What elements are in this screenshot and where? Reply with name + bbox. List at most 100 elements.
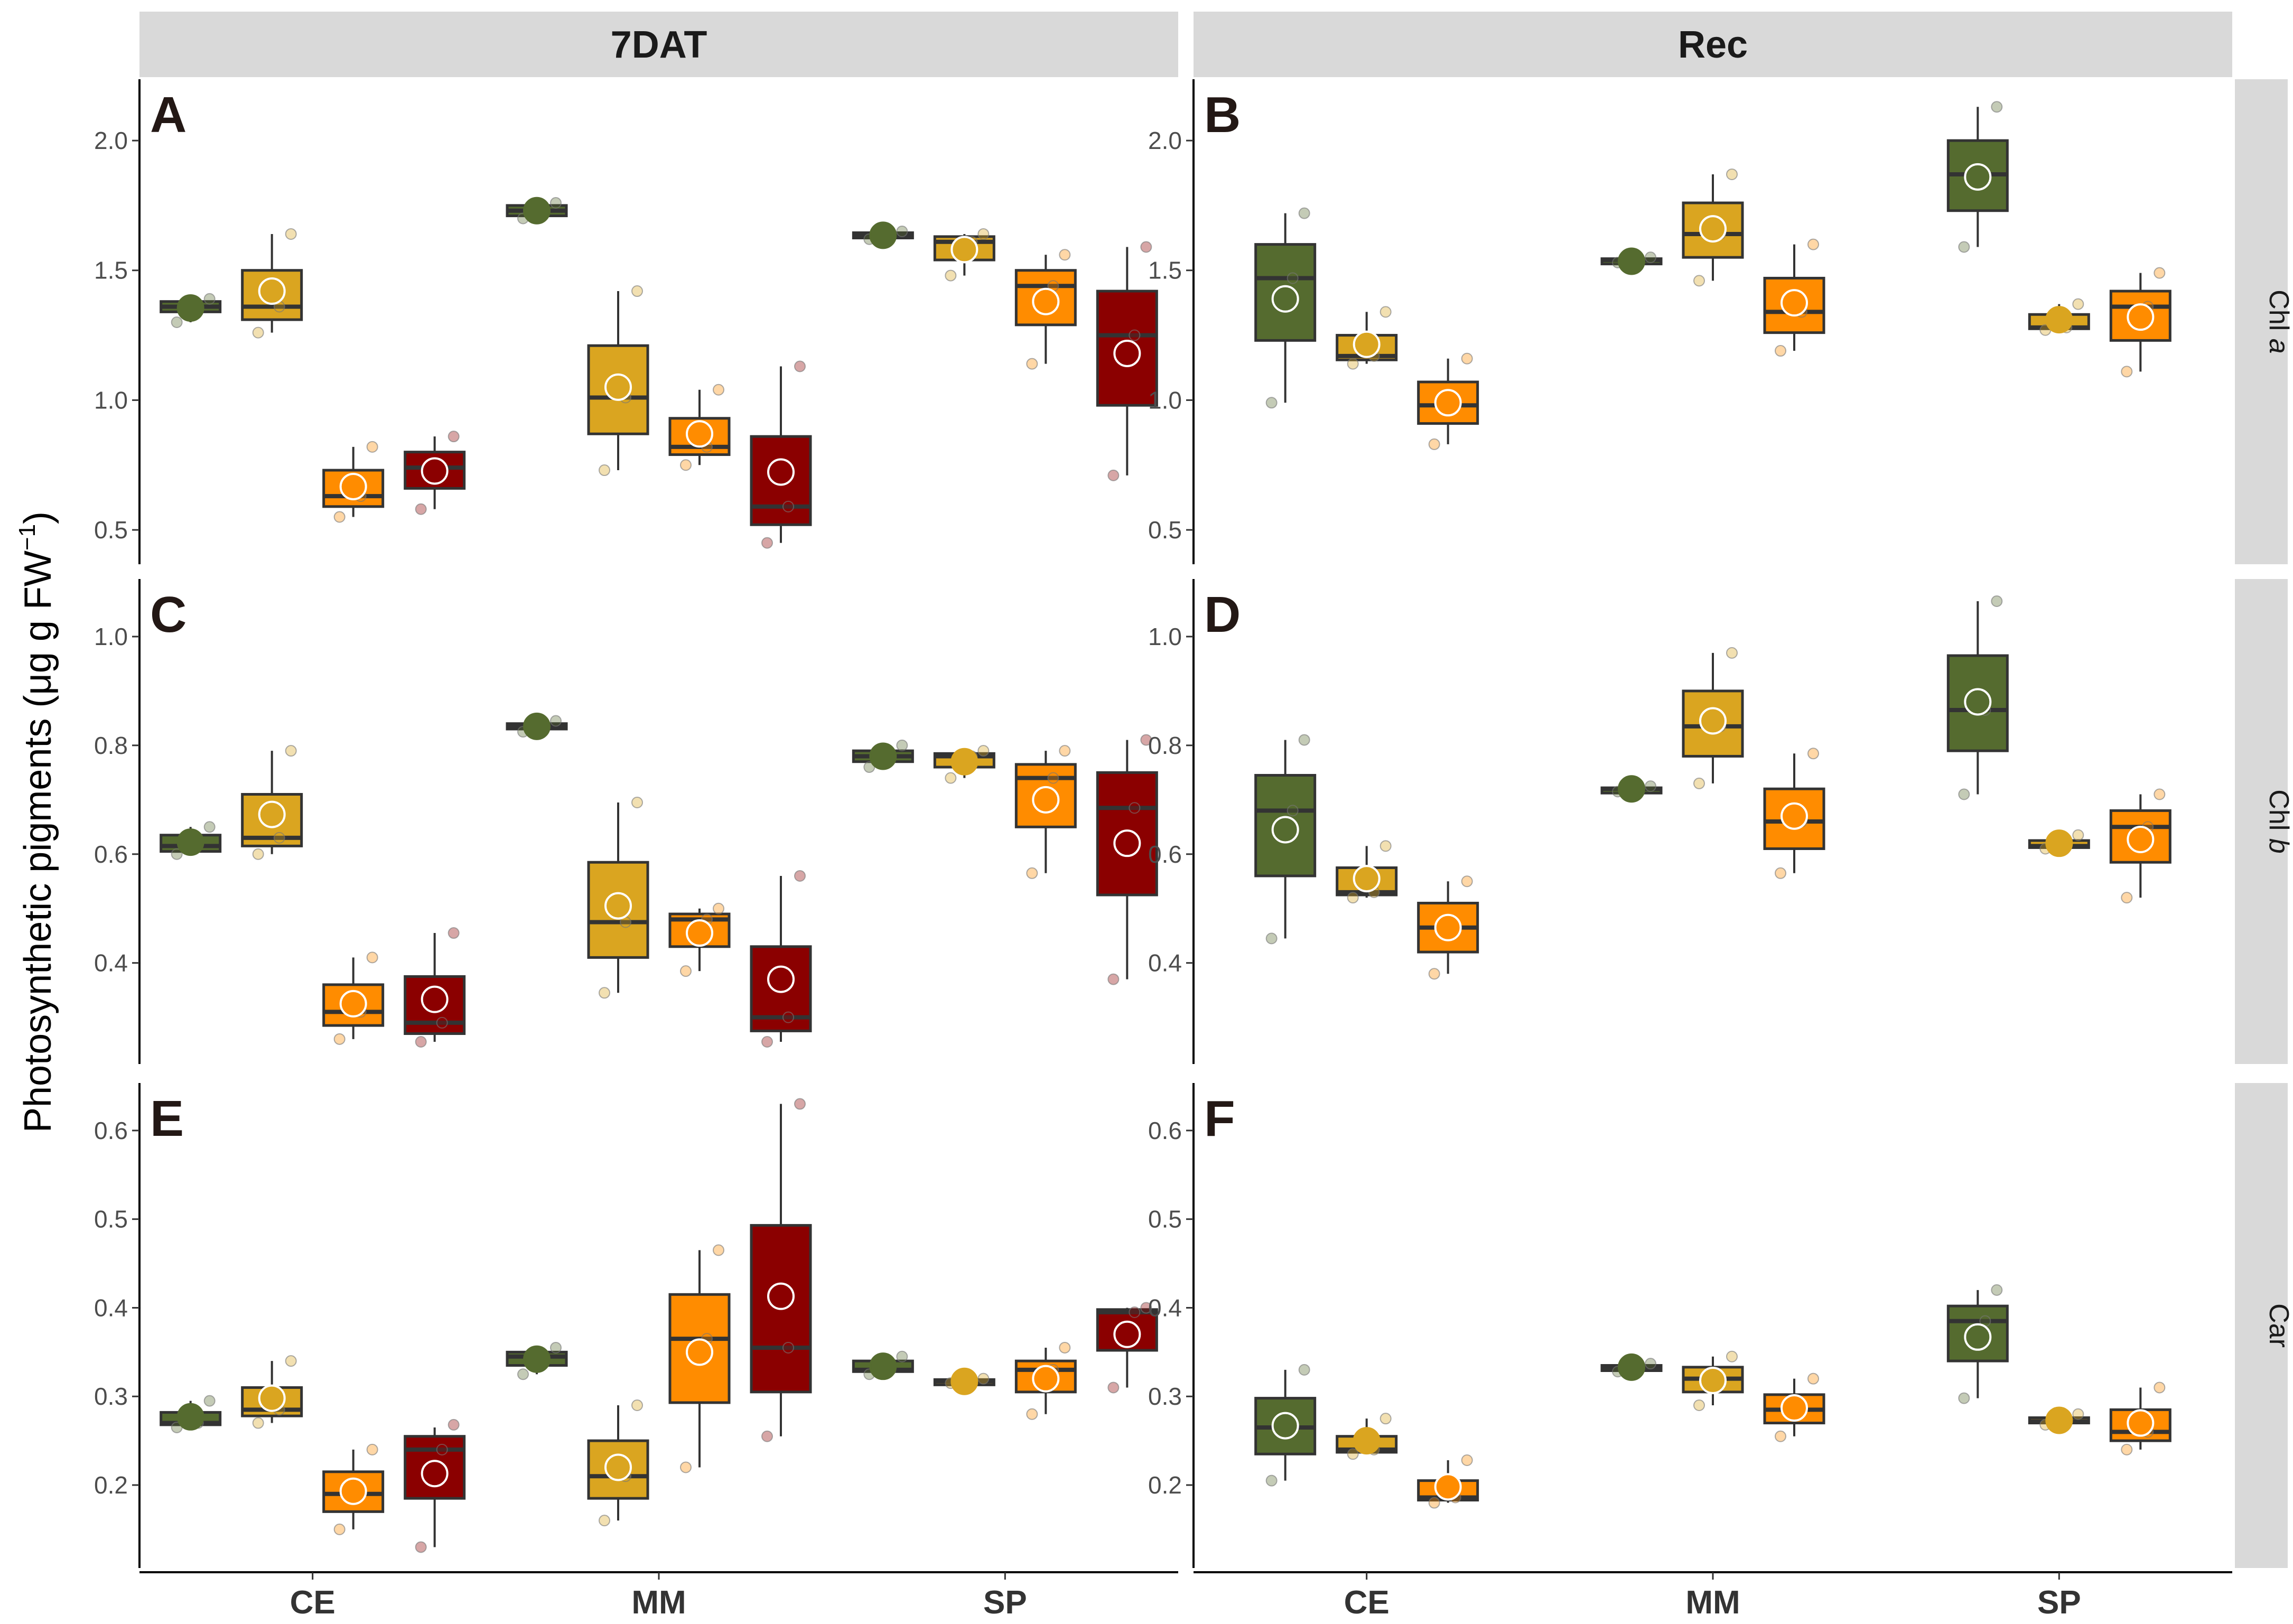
box-treat1 (160, 293, 222, 328)
mean-marker (2045, 1406, 2073, 1434)
box-treat4 (404, 431, 466, 515)
data-point (680, 1461, 692, 1473)
mean-marker (1434, 389, 1462, 417)
data-point (550, 1341, 562, 1354)
data-point (1298, 734, 1310, 746)
data-point (1726, 1350, 1738, 1362)
mean-marker (1781, 802, 1808, 830)
data-point (1129, 1306, 1141, 1318)
box-body (750, 435, 812, 526)
box-treat2 (1336, 306, 1398, 370)
y-tick-label: 0.3 (1148, 1383, 1182, 1410)
data-point (448, 1418, 460, 1431)
mean-marker (339, 472, 367, 500)
row-strip-chl-a: Chl a (2235, 79, 2293, 564)
mean-marker (258, 800, 286, 828)
data-point (285, 1355, 297, 1367)
data-point (863, 761, 875, 773)
data-point (436, 1016, 448, 1029)
x-tick-label: MM (631, 1584, 686, 1621)
group-sp (852, 221, 1158, 481)
data-point (1645, 251, 1656, 264)
box-treat1 (506, 712, 568, 740)
y-tick-label: 1.0 (1148, 386, 1182, 414)
data-point (1347, 358, 1359, 370)
panel-e: 0.2 0.3 0.4 0.5 0.6 E CE MM SP (94, 1083, 1178, 1621)
y-tick-label: 0.4 (1148, 949, 1182, 977)
box-treat2 (2028, 298, 2090, 336)
y-tick-label: 0.5 (94, 1206, 128, 1233)
box-treat3 (668, 902, 731, 977)
box-treat4 (750, 360, 812, 549)
data-point (333, 1033, 346, 1045)
box-treat4 (1096, 241, 1158, 481)
data-point (896, 739, 908, 751)
mean-marker (1271, 285, 1299, 313)
mean-marker (1618, 775, 1645, 803)
mean-marker (421, 985, 449, 1013)
box-treat2 (587, 285, 649, 477)
data-point (2072, 829, 2084, 841)
data-point (285, 745, 297, 757)
box-treat1 (852, 739, 914, 773)
mean-marker (869, 221, 897, 249)
row-strip-bg (2235, 579, 2288, 1064)
box-treat4 (750, 1098, 812, 1442)
mean-marker (1964, 688, 1992, 716)
y-tick-label: 1.0 (94, 623, 128, 650)
group-ce (1254, 1364, 1479, 1509)
mean-marker (869, 1352, 897, 1380)
y-tick-label: 0.5 (1148, 516, 1182, 544)
box-treat3 (1763, 748, 1825, 879)
data-point (782, 1341, 794, 1354)
box-treat1 (852, 221, 914, 249)
data-point (1775, 1430, 1786, 1442)
data-point (1693, 275, 1705, 287)
mean-marker (1113, 1320, 1141, 1348)
data-point (1107, 469, 1120, 481)
mean-marker (1699, 707, 1727, 735)
data-point (1140, 1302, 1152, 1314)
data-point (285, 228, 297, 240)
data-point (1428, 968, 1440, 980)
panel-letter: A (150, 87, 187, 143)
data-point (761, 1430, 773, 1442)
data-point (2072, 1408, 2084, 1420)
box-treat3 (1417, 352, 1479, 450)
box-treat2 (587, 796, 649, 999)
box-treat1 (506, 1341, 568, 1380)
data-point (1991, 595, 2003, 608)
mean-marker (339, 1477, 367, 1505)
mean-marker (686, 1338, 713, 1366)
mean-marker (176, 828, 204, 856)
mean-marker (523, 712, 551, 740)
data-point (794, 870, 806, 882)
mean-marker (1032, 786, 1060, 814)
box-treat3 (1763, 238, 1825, 357)
data-point (794, 1098, 806, 1110)
group-ce (1254, 207, 1479, 450)
mean-marker (767, 1282, 795, 1310)
y-tick-label: 0.4 (1148, 1294, 1182, 1321)
data-point (1991, 101, 2003, 113)
y-axis-title: Photosynthetic pigments (μg g FW−1) (14, 511, 59, 1133)
mean-marker (2127, 303, 2155, 331)
row-strip-label: Chl b (2263, 789, 2293, 853)
mean-marker (767, 965, 795, 993)
data-point (1140, 734, 1152, 746)
panel-letter: E (150, 1090, 184, 1147)
mean-marker (1699, 1367, 1727, 1395)
mean-marker (1271, 816, 1299, 844)
y-tick-label: 0.4 (94, 949, 128, 977)
data-point (599, 1515, 610, 1527)
data-point (680, 965, 692, 977)
data-point (1958, 788, 1970, 800)
y-tick-label: 1.0 (94, 386, 128, 414)
data-point (1991, 1284, 2003, 1296)
data-point (517, 1368, 529, 1380)
data-point (680, 459, 692, 471)
box-treat3 (2109, 1382, 2171, 1455)
data-point (713, 1244, 724, 1256)
data-point (761, 537, 773, 549)
mean-marker (523, 197, 551, 225)
